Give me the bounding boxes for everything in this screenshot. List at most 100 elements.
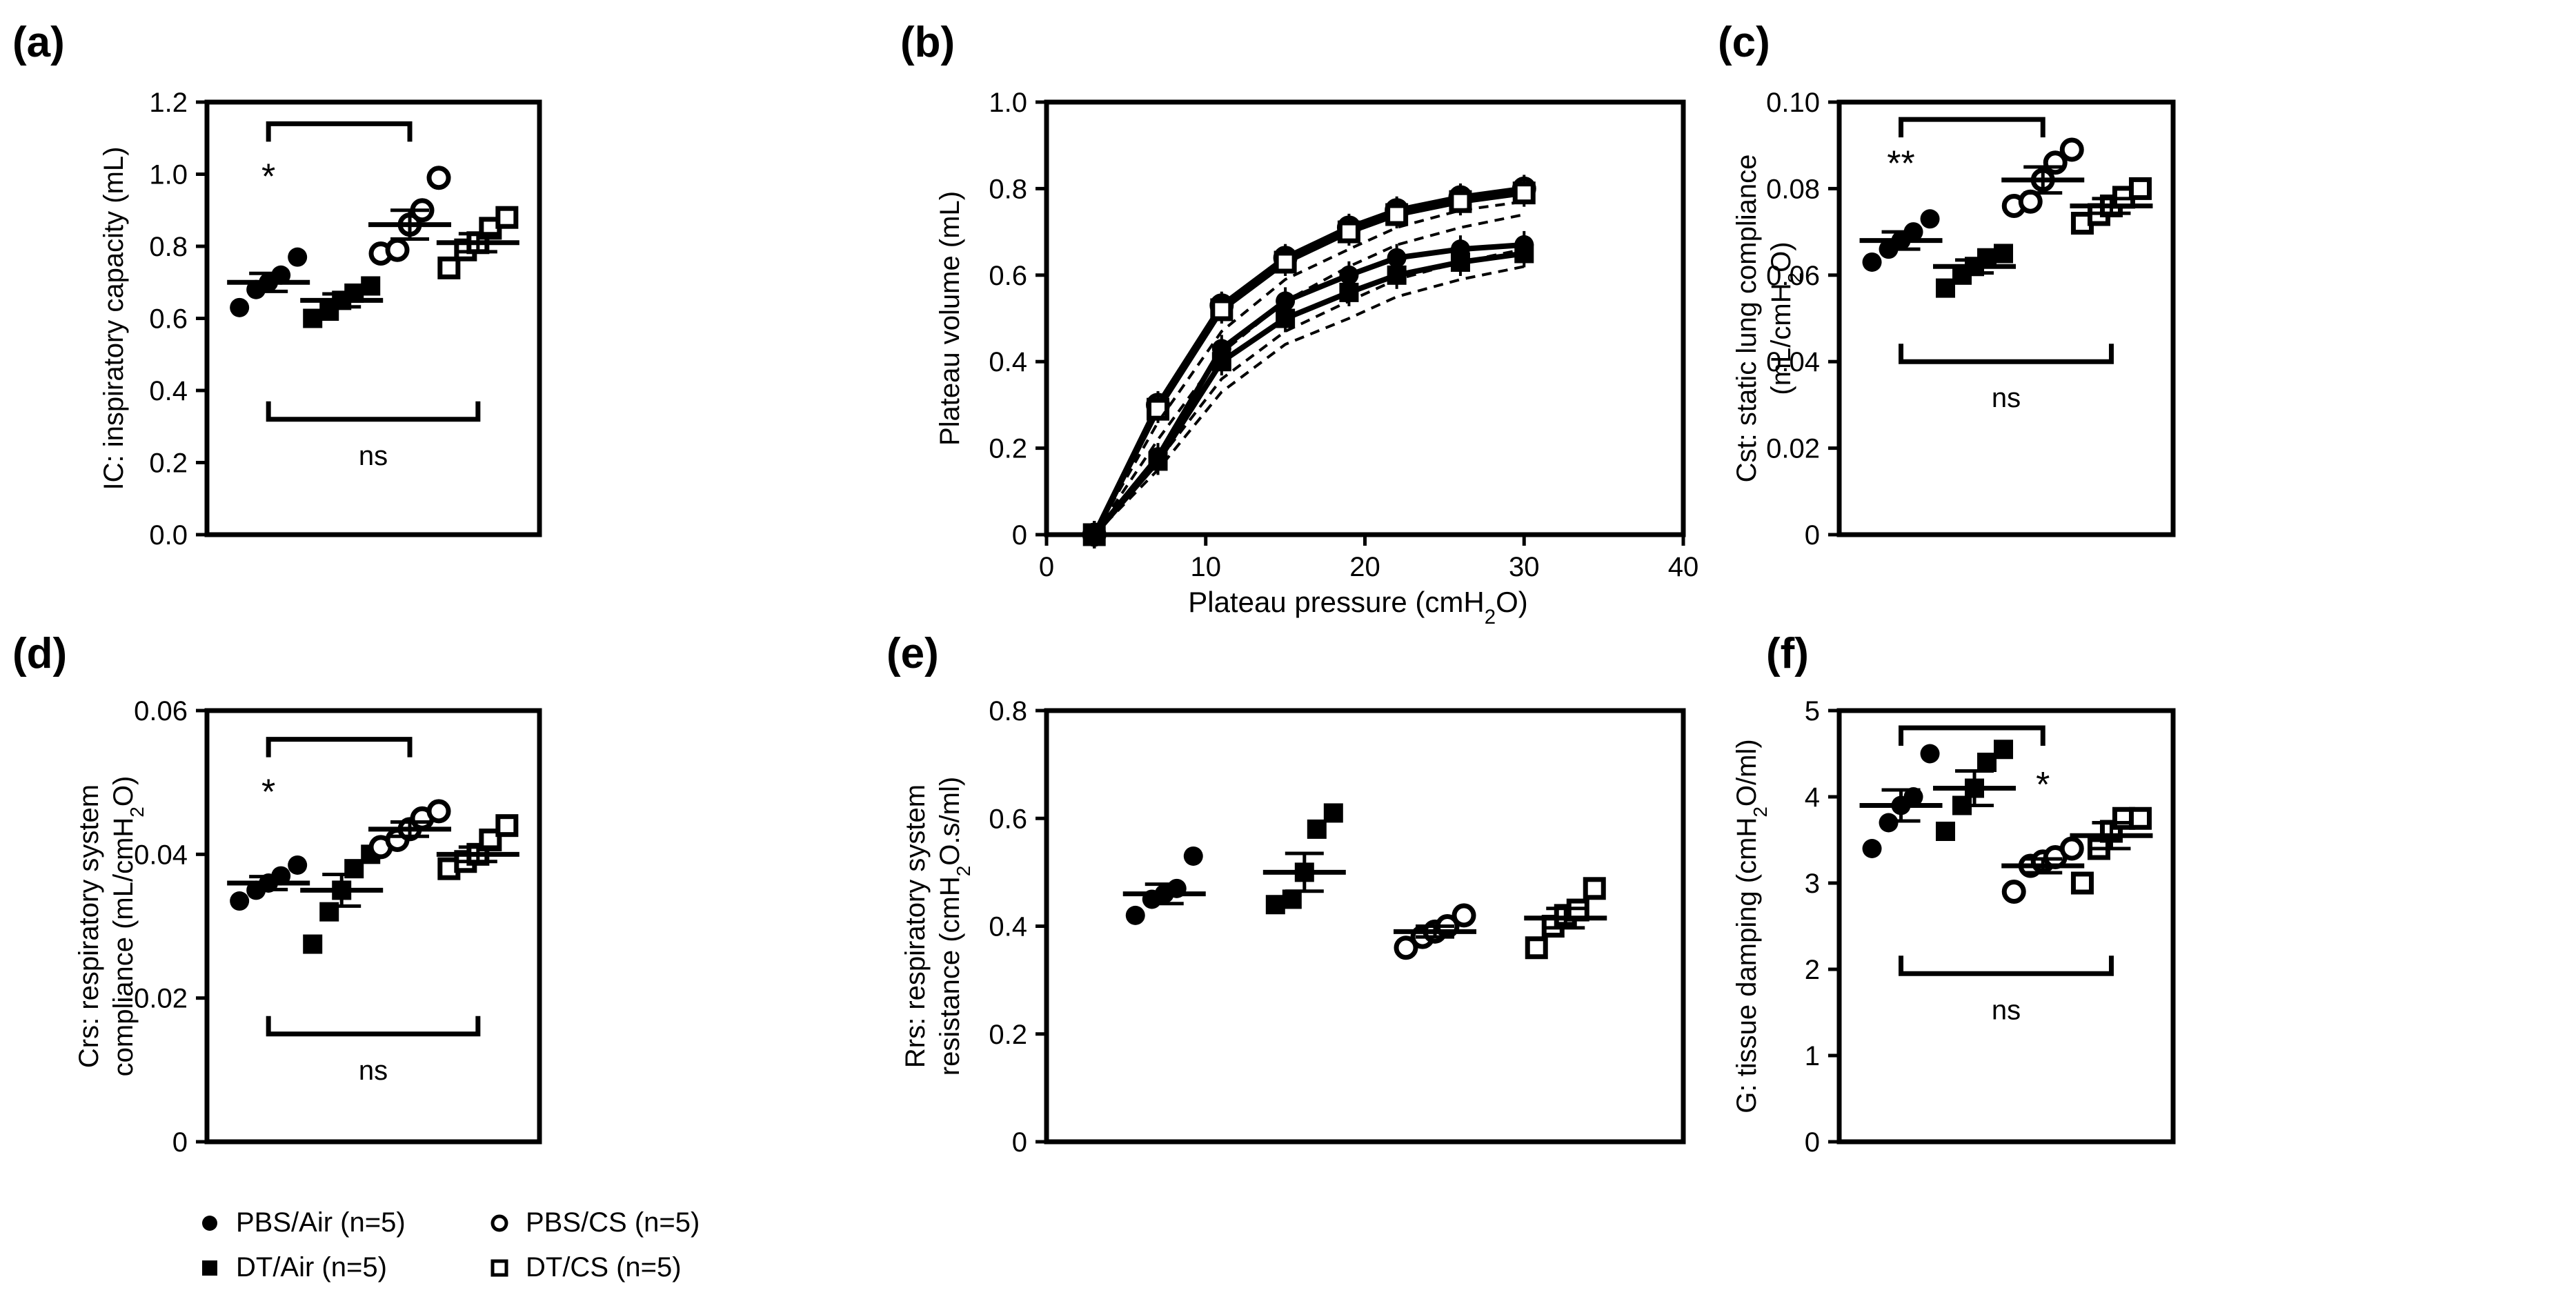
y-tick-label: 0.4 (989, 912, 1027, 942)
significance-star: * (261, 157, 275, 197)
y-tick-label: 4 (1805, 782, 1820, 813)
panel-label: (b) (900, 19, 955, 66)
y-axis-label: G: tissue damping (cmH2O/ml) (1732, 739, 1771, 1113)
y-tick-label: 1.0 (149, 160, 188, 190)
group-dt-cs (436, 206, 519, 279)
data-point (1994, 740, 2014, 760)
y-tick-label: 0.6 (989, 261, 1027, 291)
significance-label: ns (359, 1056, 388, 1086)
y-axis-label: Crs: respiratory system (74, 784, 104, 1068)
y-tick-label: 0.8 (989, 696, 1027, 726)
group-pbs-cs (368, 166, 452, 266)
group-pbs-air (1859, 744, 1943, 858)
series-dt-air (1084, 239, 1534, 548)
data-point (1994, 244, 2014, 264)
group-pbs-air (1859, 209, 1943, 272)
data-point (303, 934, 323, 954)
group-pbs-cs (2001, 836, 2085, 904)
chart-panel-f: (f) 0 1 2 3 4 5 G: tissue damping (cmH2O/ml) * ns (1732, 630, 2176, 1158)
data-point (1862, 839, 1882, 858)
data-point (2059, 137, 2084, 162)
data-point (1977, 753, 1997, 772)
group-pbs-cs (2001, 137, 2085, 218)
data-point (426, 799, 451, 824)
significance-bracket (266, 1016, 481, 1037)
significance-bracket (266, 737, 413, 758)
data-point (1936, 822, 1956, 841)
data-point (385, 237, 410, 262)
chart-panel-a: (a) 0.0 0.2 0.4 0.6 0.8 1.0 1.2 IC: inspiratory … (12, 19, 542, 551)
data-point (1449, 190, 1472, 213)
group-dt-air (1933, 244, 2017, 298)
data-point (2070, 871, 2094, 895)
y-tick-label: 0.8 (149, 232, 188, 262)
data-point (1920, 744, 1940, 764)
data-point (288, 855, 308, 875)
data-point (1525, 936, 1548, 960)
group-dt-air (300, 276, 384, 328)
data-point (1323, 803, 1343, 823)
y-tick-label: 0 (1012, 520, 1027, 551)
chart-panel-c: (c) 0 0.02 0.04 0.06 0.08 0.10 Cst: static lung… (1718, 19, 2176, 551)
chart-panel-b: (b) 0 0.2 0.4 0.6 0.8 1.0 Plateau volume (mL) 0 1… (900, 19, 1698, 628)
data-point (1394, 935, 1418, 960)
y-tick-label: 0.8 (989, 174, 1027, 204)
y-tick-label: 0.0 (149, 520, 188, 551)
y-axis-label: resistance (cmH2O.s/ml) (935, 777, 974, 1076)
plot-frame (1044, 708, 1686, 1145)
series-line (1093, 248, 1525, 536)
y-tick-label: 5 (1805, 696, 1820, 726)
data-point (2128, 806, 2152, 830)
significance-bracket (266, 401, 481, 422)
data-point (2128, 177, 2152, 200)
group-pbs-air (1122, 846, 1206, 925)
group-dt-cs (2070, 177, 2153, 235)
significance-bracket (1899, 956, 2114, 976)
group-dt-cs (1524, 877, 1607, 960)
y-axis-label: (mL/cmH2O) (1766, 241, 1805, 395)
x-tick-label: 20 (1349, 552, 1380, 582)
data-point (1452, 903, 1476, 928)
significance-bracket (1899, 725, 2045, 746)
y-tick-label: 1.0 (989, 88, 1027, 118)
significance-bracket (1899, 117, 2045, 138)
y-tick-label: 3 (1805, 869, 1820, 899)
plot-frame (1044, 99, 1686, 537)
panel-label: (e) (886, 630, 939, 677)
x-axis-label: Plateau pressure (cmH2O) (1188, 586, 1528, 628)
group-dt-cs (2070, 806, 2153, 895)
y-tick-label: 0.2 (989, 1020, 1027, 1050)
data-point (1583, 877, 1606, 900)
series-fit-2 (1093, 213, 1525, 536)
y-tick-label: 0.4 (989, 347, 1027, 377)
y-tick-label: 0.04 (1766, 347, 1820, 377)
y-tick-label: 0.10 (1766, 88, 1820, 118)
series-fit-1 (1093, 200, 1525, 535)
y-tick-label: 0.02 (1766, 434, 1820, 464)
data-point (1183, 846, 1203, 866)
series-line (1093, 200, 1525, 535)
y-tick-label: 0.2 (149, 448, 188, 479)
x-tick-label: 30 (1509, 552, 1540, 582)
significance-star: * (261, 772, 275, 812)
data-point (1274, 250, 1297, 274)
data-point (426, 166, 451, 190)
significance-bracket (266, 121, 413, 142)
group-dt-cs (436, 814, 519, 880)
y-tick-label: 1 (1805, 1041, 1820, 1071)
data-point (1387, 265, 1407, 285)
y-axis-label: IC: inspiratory capacity (mL) (99, 147, 129, 491)
y-tick-label: 0.06 (1766, 261, 1820, 291)
y-tick-label: 0 (1805, 520, 1820, 551)
panel-label: (d) (12, 630, 67, 677)
data-point (2001, 880, 2026, 904)
plot-frame (1836, 708, 2176, 1145)
significance-label: ns (1992, 383, 2021, 413)
y-axis-label: compliance (mL/cmH2O) (108, 776, 148, 1077)
significance-star: ** (1887, 144, 1914, 184)
group-pbs-air (227, 855, 310, 911)
data-point (1307, 819, 1327, 839)
series-line (1093, 265, 1525, 536)
data-point (1514, 244, 1534, 264)
data-point (1125, 905, 1145, 925)
